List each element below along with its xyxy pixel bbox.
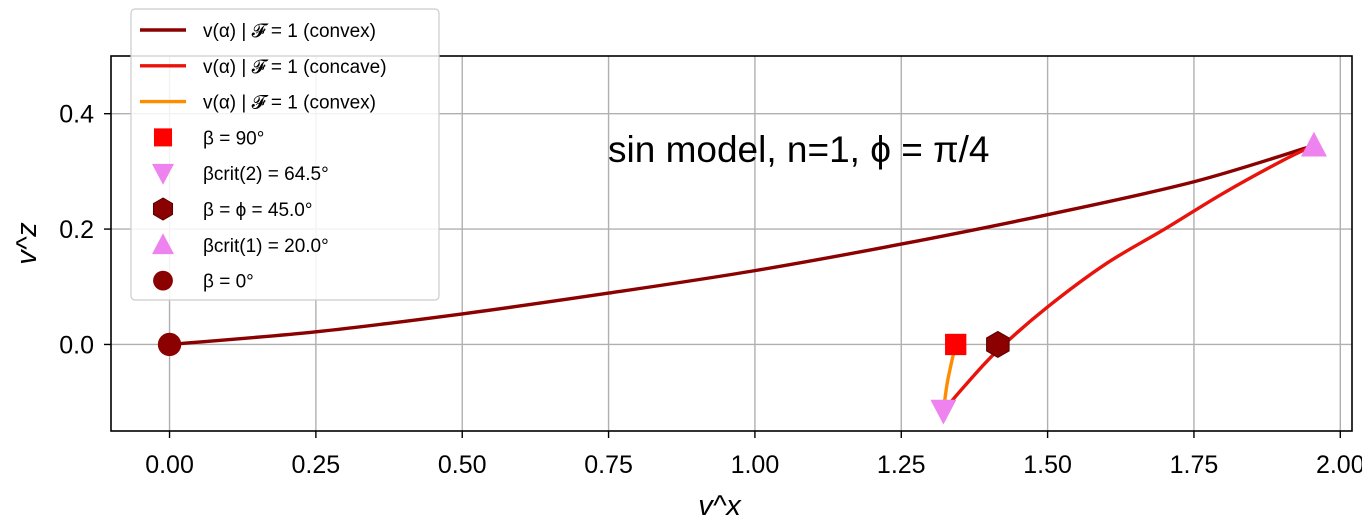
legend-swatch-hexagon xyxy=(152,197,174,221)
x-tick-label: 0.00 xyxy=(145,451,194,479)
x-tick-label: 1.00 xyxy=(731,451,780,479)
marker-hexagon xyxy=(986,330,1010,359)
marker-layer xyxy=(157,131,1327,425)
legend-label: β = 90° xyxy=(203,128,264,149)
marker-square xyxy=(945,333,967,356)
x-axis-label: v^x xyxy=(698,490,742,522)
marker-triangle-up xyxy=(1300,131,1327,157)
x-tick-label: 0.50 xyxy=(438,451,487,479)
x-tick-label: 2.00 xyxy=(1316,451,1362,479)
series-line-2 xyxy=(941,143,1316,413)
x-tick-label: 1.50 xyxy=(1023,451,1072,479)
legend-swatch-triangle-up xyxy=(152,233,174,255)
ticks: 0.00 0.25 0.50 0.75 1.00 1.25 1.50 1.75 2.00 0.0 0… xyxy=(59,101,1362,479)
legend-label: v(α) | 𝓕 = 1 (convex) xyxy=(203,21,376,42)
legend-box xyxy=(130,8,440,301)
legend-swatch-triangle-down xyxy=(152,163,174,185)
legend-label: βcrit(1) = 20.0° xyxy=(203,236,329,257)
y-axis-label: v^z xyxy=(11,222,43,265)
legend-label: β = 0° xyxy=(203,272,254,293)
x-tick-label: 0.75 xyxy=(584,451,633,479)
x-tick-label: 0.25 xyxy=(292,451,341,479)
legend-label: β = ϕ = 45.0° xyxy=(203,200,312,221)
legend-swatch-circle xyxy=(153,270,173,291)
marker-triangle-down xyxy=(930,399,957,425)
y-tick-label: 0.4 xyxy=(59,101,94,129)
plot-frame xyxy=(110,55,1353,432)
legend: v(α) | 𝓕 = 1 (convex) v(α) | 𝓕 = 1 (conca… xyxy=(130,8,440,301)
legend-swatch-square xyxy=(153,128,173,147)
y-tick-label: 0.0 xyxy=(59,331,94,359)
y-tick-label: 0.2 xyxy=(59,216,94,244)
legend-label: v(α) | 𝓕 = 1 (concave) xyxy=(203,57,387,78)
legend-label: v(α) | 𝓕 = 1 (convex) xyxy=(203,93,376,114)
x-tick-label: 1.75 xyxy=(1170,451,1219,479)
marker-circle xyxy=(157,332,182,357)
x-tick-label: 1.25 xyxy=(877,451,926,479)
legend-label: βcrit(2) = 64.5° xyxy=(203,164,329,185)
series-line-1 xyxy=(167,143,1316,347)
chart-annotation: sin model, n=1, ϕ = π/4 xyxy=(608,129,990,170)
